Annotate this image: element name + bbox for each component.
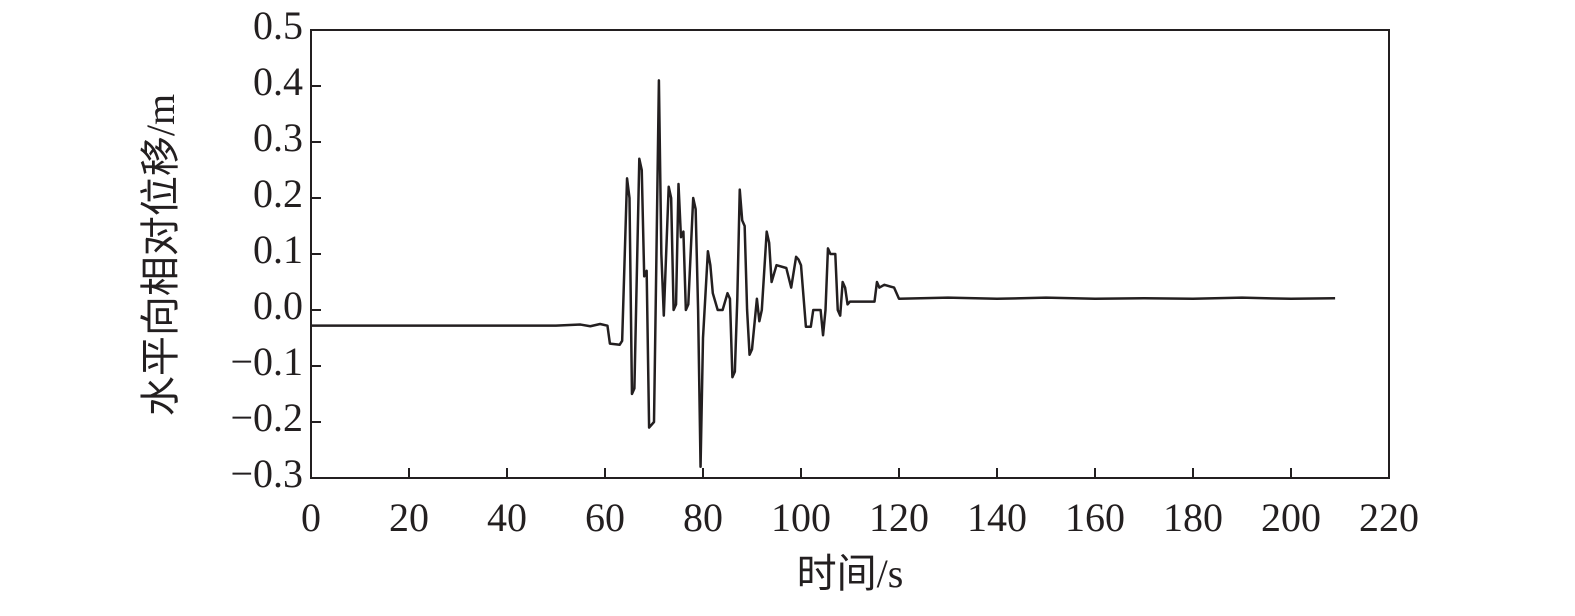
x-tick-label: 20 bbox=[389, 495, 429, 540]
x-tick-label: 180 bbox=[1163, 495, 1223, 540]
y-tick-label: 0.0 bbox=[253, 283, 303, 328]
x-tick-label: 80 bbox=[683, 495, 723, 540]
y-tick-label: −0.1 bbox=[230, 339, 303, 384]
x-tick-label: 160 bbox=[1065, 495, 1125, 540]
y-tick-label: −0.3 bbox=[230, 451, 303, 496]
y-tick-label: −0.2 bbox=[230, 395, 303, 440]
y-axis-label: 水平向相对位移/m bbox=[138, 94, 183, 416]
plot-frame bbox=[310, 29, 1390, 479]
x-tick-label: 220 bbox=[1359, 495, 1419, 540]
x-tick-label: 0 bbox=[301, 495, 321, 540]
x-tick-label: 100 bbox=[771, 495, 831, 540]
y-tick-label: 0.3 bbox=[253, 115, 303, 160]
x-tick-label: 60 bbox=[585, 495, 625, 540]
y-tick-label: 0.4 bbox=[253, 59, 303, 104]
x-tick-label: 40 bbox=[487, 495, 527, 540]
x-axis-label: 时间/s bbox=[797, 551, 904, 596]
x-tick-label: 120 bbox=[869, 495, 929, 540]
x-tick-label: 200 bbox=[1261, 495, 1321, 540]
x-tick-label: 140 bbox=[967, 495, 1027, 540]
y-tick-label: 0.2 bbox=[253, 171, 303, 216]
y-tick-label: 0.1 bbox=[253, 227, 303, 272]
data-line bbox=[311, 79, 1336, 469]
y-tick-label: 0.5 bbox=[253, 3, 303, 48]
